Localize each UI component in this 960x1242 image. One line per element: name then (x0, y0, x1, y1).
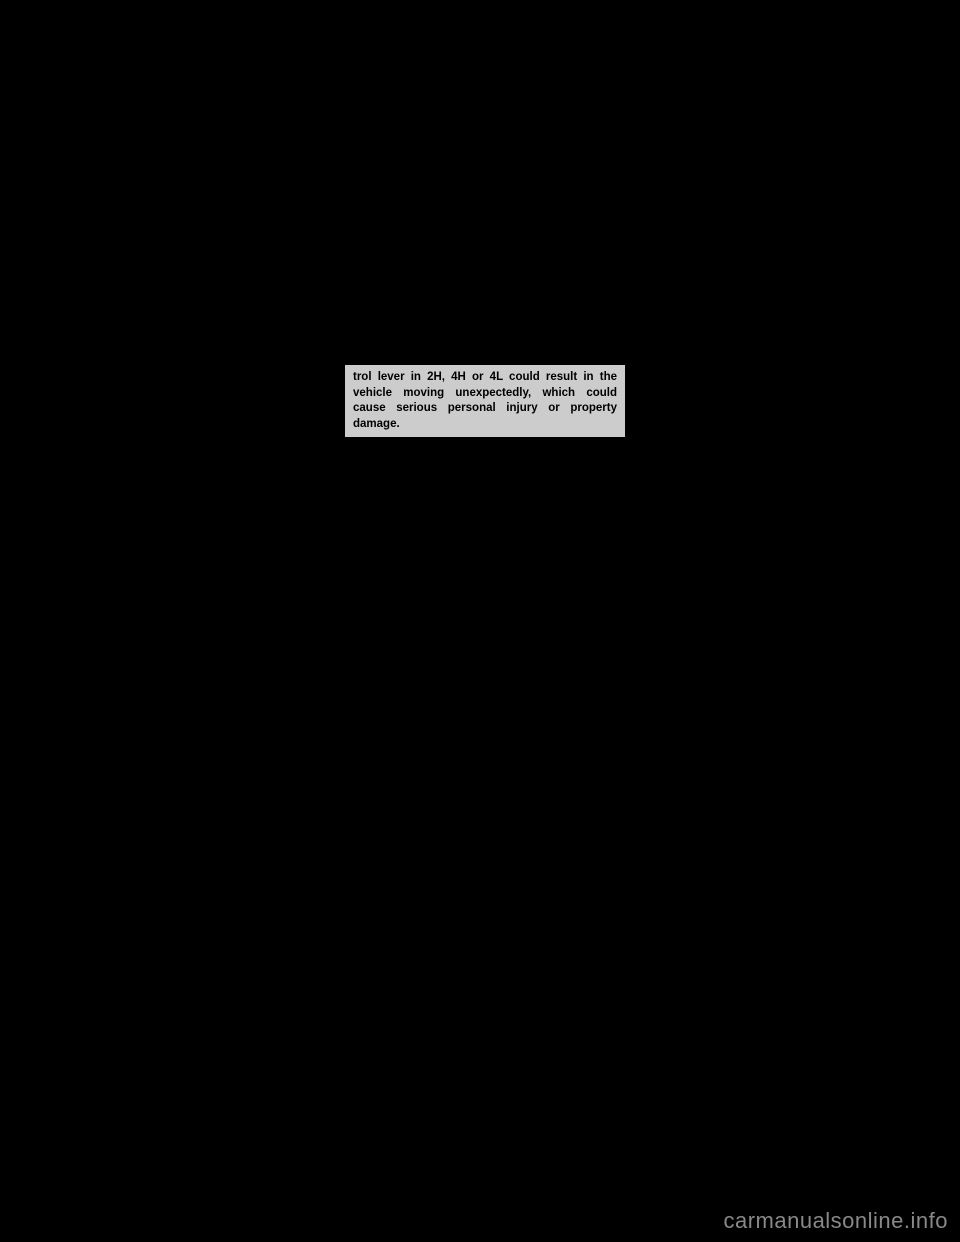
caution-box: CAUTION Continued vehicle operation when… (645, 627, 925, 708)
high-beam-icon: ⇧ (45, 452, 81, 482)
para-continuation: (This could occur regardless of what pos… (645, 365, 925, 396)
fourwd-icon: 4WD (45, 555, 75, 579)
high-beam-text: This blue light comes on when the headli… (45, 490, 325, 537)
warning-bullet-2: Failure to engage the transfer con- (54, 706, 316, 722)
para-at-park-1: Before parking, move the transfer contro… (345, 653, 625, 731)
fourwd-text: This light comes on when the 4-wheel dri… (45, 587, 325, 618)
icon-glyph: ⇨ (56, 369, 69, 391)
turn-signal-row: ⇨ Turn signal/hazard indicator lights (45, 365, 325, 395)
warning-bullet: If the ATP light is ON, this indicates t… (654, 435, 916, 497)
turn-signal-icon: ⇨ (45, 365, 81, 395)
warning-box-2: WARNING If the ATP light is ON, this ind… (645, 406, 925, 506)
icon-line-2: TEMP (648, 528, 678, 535)
fourwd-row: 4WD 4-wheel drive indicator light (45, 555, 325, 579)
heading-atp-light: WARNING LIGHT (ATP LIGHT) (345, 525, 625, 540)
para-at-park-2: The ATP warning light may blink for appr… (345, 734, 625, 781)
heading-at-park: AUTOMATIC TRANSMISSION PARK (345, 635, 625, 650)
warning-continuation: trol lever in 2H, 4H or 4L could result … (345, 365, 625, 437)
atoil-row: A/T OIL TEMP Automatic transmission oil … (645, 516, 925, 547)
atoil-label: Automatic transmission oil temperature w… (689, 516, 925, 547)
high-beam-label: High beam indicator light (Blue) (89, 452, 325, 468)
fourwd-label: 4-wheel drive indicator light (83, 555, 325, 571)
turn-signal-text: The light flashes when the turn signal s… (45, 403, 325, 434)
column-1: ⇨ Turn signal/hazard indicator lights Th… (45, 365, 325, 875)
caution-text: Continued vehicle operation when the A/T… (654, 655, 916, 702)
atoil-icon: A/T OIL TEMP (645, 516, 681, 540)
page-footer: Instruments and controls 2-13 (764, 890, 910, 902)
icon-glyph: 4WD (50, 561, 70, 573)
warning-box-1: WARNING When parking always make sure th… (45, 628, 325, 731)
warning-header: WARNING (646, 407, 924, 430)
watermark: carmanualsonline.info (723, 1208, 948, 1234)
column-2: trol lever in 2H, 4H or 4L could result … (345, 365, 625, 875)
turn-signal-label: Turn signal/hazard indicator lights (89, 365, 325, 381)
para-transfer-neutral: The transfer case neutral position is pr… (345, 465, 625, 512)
para-atp-light: When the automatic transmission is place… (345, 543, 625, 621)
atoil-text: This light comes on when the automatic t… (645, 555, 925, 617)
bullet-text: If the ATP light is ON, this indicates t… (665, 435, 916, 497)
icon-line-1: A/T OIL (648, 521, 678, 528)
bullet-text: Failure to engage the transfer con- (65, 706, 316, 722)
icon-glyph: ⇧ (56, 456, 69, 478)
warning-header: WARNING (46, 629, 324, 652)
high-beam-row: ⇧ High beam indicator light (Blue) (45, 452, 325, 482)
warning-bullet-1: When parking always make sure the transf… (54, 656, 316, 703)
caution-header: CAUTION (646, 628, 924, 651)
heading-transfer-neutral: TRANSFER CASE NEUTRAL POSITION (345, 447, 625, 462)
bullet-text: When parking always make sure the transf… (65, 656, 316, 703)
column-3: (This could occur regardless of what pos… (645, 365, 925, 875)
